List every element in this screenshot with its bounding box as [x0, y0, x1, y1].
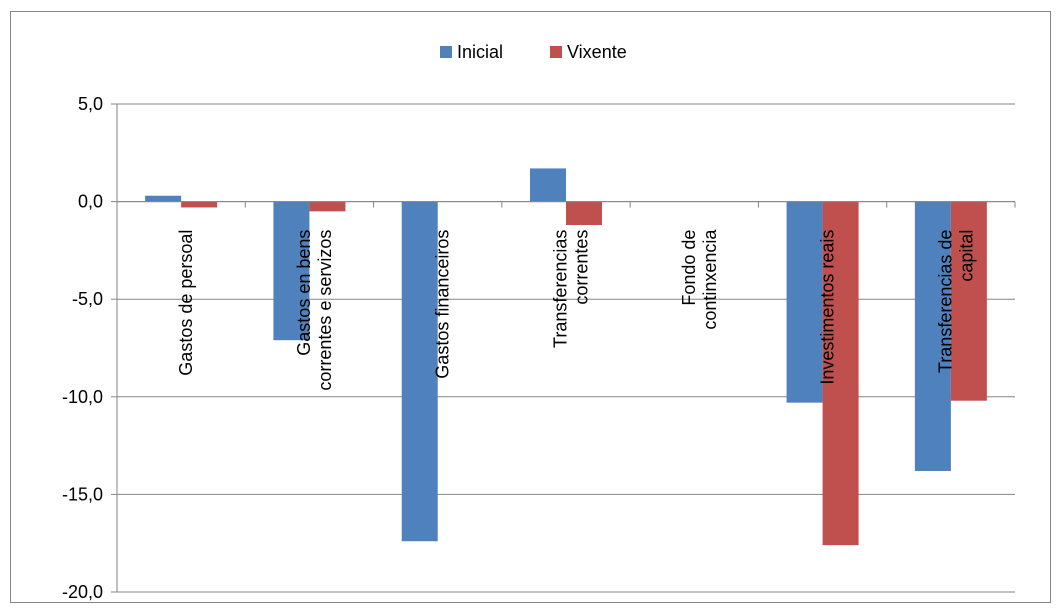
category-label-line: Fondo de: [679, 230, 699, 306]
category-label-line: correntes e servizos: [315, 230, 335, 391]
bar-inicial-6: [914, 201, 951, 471]
category-label-line: Transferencias: [551, 230, 571, 348]
bar-vixente-6: [950, 201, 987, 401]
category-label: Transferencias correntes: [551, 230, 592, 348]
bars: [145, 168, 987, 546]
legend-swatch-vixente: [550, 46, 562, 58]
category-label: Gastos de persoal: [176, 230, 196, 376]
category-label: Gastos en bens correntes e servizos: [294, 230, 335, 391]
bar-inicial-2: [401, 201, 438, 542]
bar-inicial-3: [530, 168, 566, 202]
legend: Inicial Vixente: [440, 42, 627, 62]
x-axis: [116, 201, 1016, 208]
category-label: Fondo de continxencia: [679, 229, 720, 330]
bar-vixente-0: [181, 201, 218, 208]
category-label-line: Gastos en bens: [294, 230, 314, 356]
y-tick-label: -15,0: [62, 484, 103, 504]
legend-swatch-inicial: [440, 46, 452, 58]
category-label-line: correntes: [572, 230, 592, 305]
y-tick-label: -5,0: [72, 289, 103, 309]
category-label-line: Investimentos reais: [818, 230, 838, 385]
bar-vixente-5: [822, 201, 859, 546]
category-label-line: capital: [956, 230, 976, 282]
y-tick-label: 5,0: [78, 94, 103, 114]
category-label-line: Transferencias de: [935, 230, 955, 373]
y-tick-label: 0,0: [78, 192, 103, 212]
chart-area: [10, 11, 1051, 603]
y-axis: 5,0 0,0 -5,0 -10,0 -15,0 -20,0: [62, 94, 118, 602]
y-tick-label: -10,0: [62, 387, 103, 407]
category-label: Investimentos reais: [818, 230, 838, 385]
y-tick-label: -20,0: [62, 582, 103, 602]
legend-label-inicial: Inicial: [457, 42, 503, 62]
category-labels: Gastos de persoal Gastos en bens correntes…: [176, 229, 976, 391]
bar-inicial-5: [786, 201, 823, 403]
category-label-line: Gastos financeiros: [433, 230, 453, 379]
category-label: Transferencias de capital: [935, 230, 976, 373]
bar-inicial-1: [273, 201, 310, 341]
bar-vixente-1: [309, 201, 346, 212]
bar-inicial-0: [145, 195, 182, 202]
category-label: Gastos financeiros: [433, 230, 453, 379]
category-label-line: Gastos de persoal: [176, 230, 196, 376]
legend-label-vixente: Vixente: [567, 42, 627, 62]
bar-vixente-3: [566, 201, 602, 226]
category-label-line: continxencia: [700, 229, 720, 330]
